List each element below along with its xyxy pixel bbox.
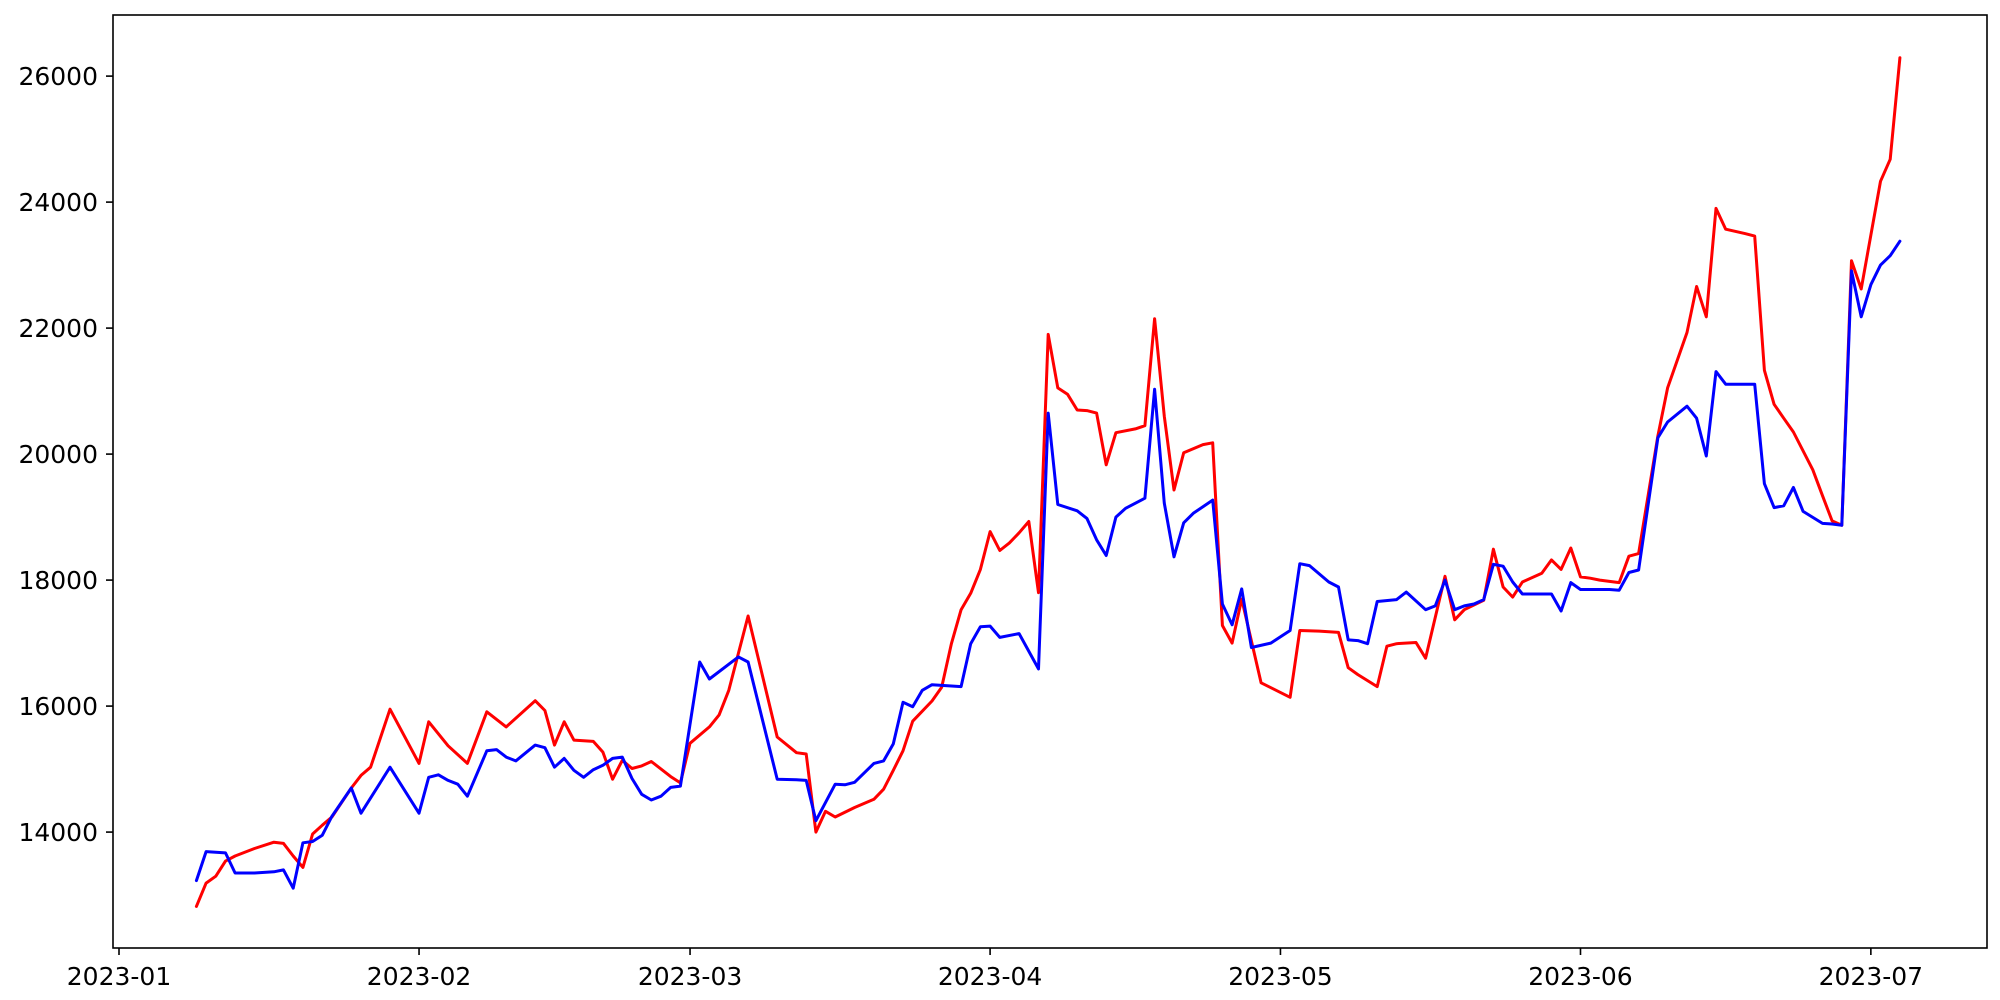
x-tick-label: 2023-05 xyxy=(1228,962,1332,991)
y-tick-label: 18000 xyxy=(18,566,98,595)
y-tick-label: 26000 xyxy=(18,62,98,91)
x-tick-label: 2023-07 xyxy=(1819,962,1923,991)
x-tick-label: 2023-04 xyxy=(938,962,1042,991)
y-tick-label: 24000 xyxy=(18,188,98,217)
y-tick-label: 22000 xyxy=(18,314,98,343)
x-tick-label: 2023-02 xyxy=(367,962,471,991)
red-series-line xyxy=(194,56,1902,908)
y-tick-label: 14000 xyxy=(18,818,98,847)
x-tick-label: 2023-03 xyxy=(638,962,742,991)
x-tick-label: 2023-01 xyxy=(67,962,171,991)
blue-series-line xyxy=(194,239,1902,890)
x-tick-label: 2023-06 xyxy=(1528,962,1632,991)
y-tick-label: 20000 xyxy=(18,440,98,469)
y-tick-label: 16000 xyxy=(18,692,98,721)
plot-border xyxy=(112,14,1988,949)
